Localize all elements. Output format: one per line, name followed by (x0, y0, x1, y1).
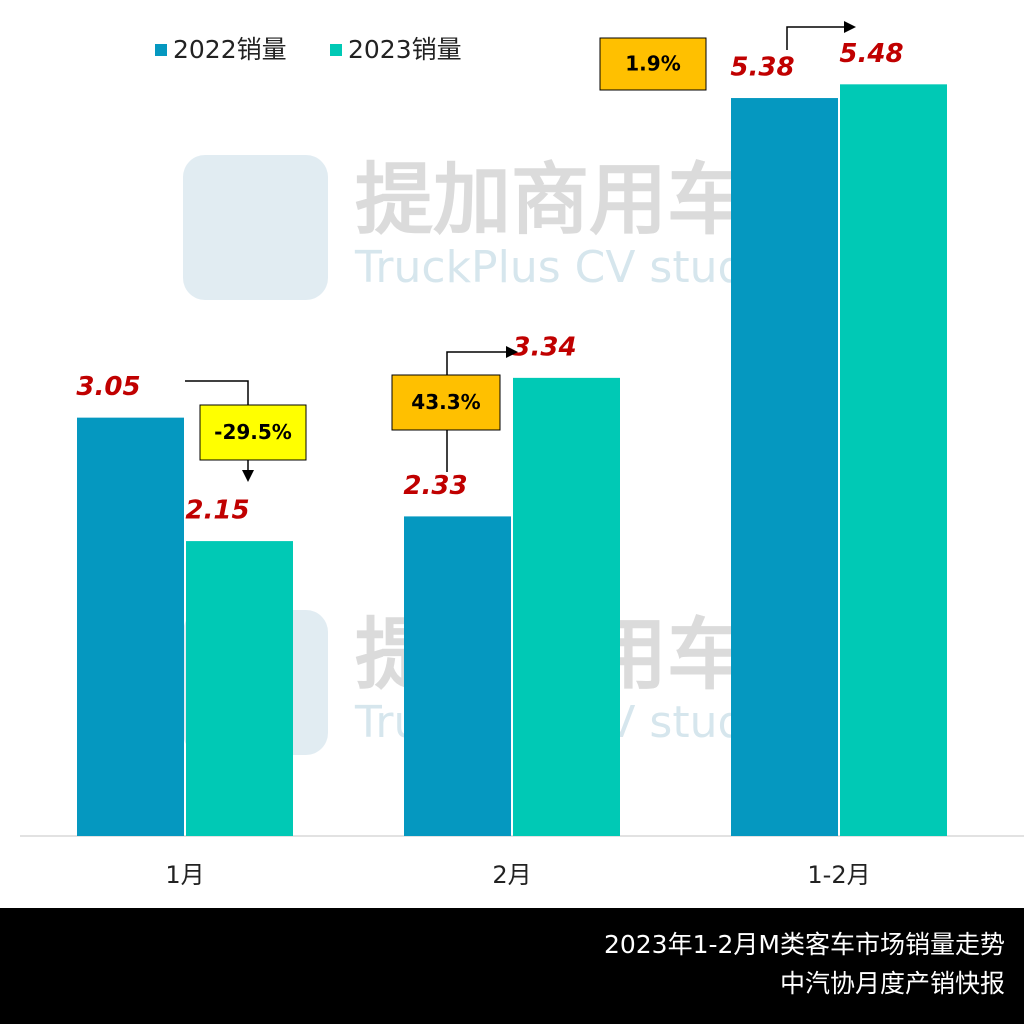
watermark-title: 提加商用车 (355, 155, 745, 245)
bar (513, 377, 620, 836)
legend-label: 2022销量 (173, 35, 287, 64)
x-tick-label: 1-2月 (807, 861, 870, 889)
annotation-box (599, 37, 707, 91)
bar (77, 417, 184, 836)
value-label: 5.38 (730, 53, 794, 83)
annotation-arrowhead (242, 470, 254, 482)
footer-band (0, 908, 1024, 1024)
watermark-logo (183, 155, 328, 300)
legend-swatch (155, 44, 167, 56)
annotation-arrow (446, 351, 508, 472)
x-tick-label: 2月 (492, 861, 531, 889)
bar (186, 541, 293, 836)
bar (404, 516, 511, 836)
value-label: 3.05 (76, 372, 140, 402)
value-label: 3.34 (512, 332, 576, 362)
annotation-text: 1.9% (625, 52, 680, 76)
value-label: 2.15 (185, 496, 249, 526)
watermark-subtitle: TruckPlus CV studio (354, 242, 785, 293)
footer-title: 2023年1-2月M类客车市场销量走势 (604, 930, 1005, 959)
x-tick-label: 1月 (165, 861, 204, 889)
annotation-text: 43.3% (411, 390, 480, 414)
bar (840, 84, 947, 837)
annotation-arrowhead (506, 346, 518, 358)
annotation-arrowhead (844, 21, 856, 33)
annotation-box (391, 374, 501, 431)
annotation-box (199, 404, 307, 461)
footer-source: 中汽协月度产销快报 (780, 969, 1005, 998)
annotation-arrow (786, 26, 846, 50)
value-label: 5.48 (839, 39, 903, 69)
legend-label: 2023销量 (348, 35, 462, 64)
annotation-text: -29.5% (214, 420, 292, 444)
bar (731, 98, 838, 836)
legend-swatch (330, 44, 342, 56)
value-label: 2.33 (403, 471, 467, 501)
